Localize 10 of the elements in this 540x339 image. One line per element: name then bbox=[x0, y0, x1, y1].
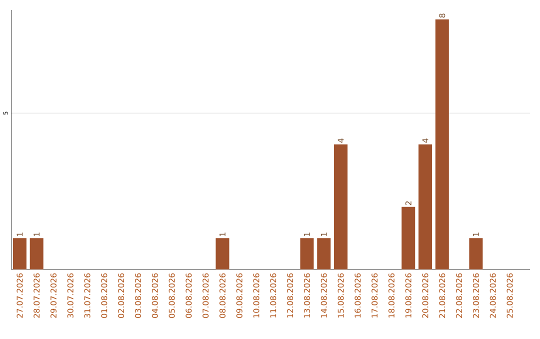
bar bbox=[317, 238, 331, 270]
bar bbox=[402, 206, 416, 270]
bar bbox=[469, 238, 483, 270]
bar bbox=[418, 144, 432, 270]
bar bbox=[216, 238, 230, 270]
bar bbox=[435, 19, 449, 270]
bar bbox=[12, 238, 26, 270]
bar bbox=[334, 144, 348, 270]
bar bbox=[30, 238, 44, 270]
bar bbox=[300, 238, 314, 270]
